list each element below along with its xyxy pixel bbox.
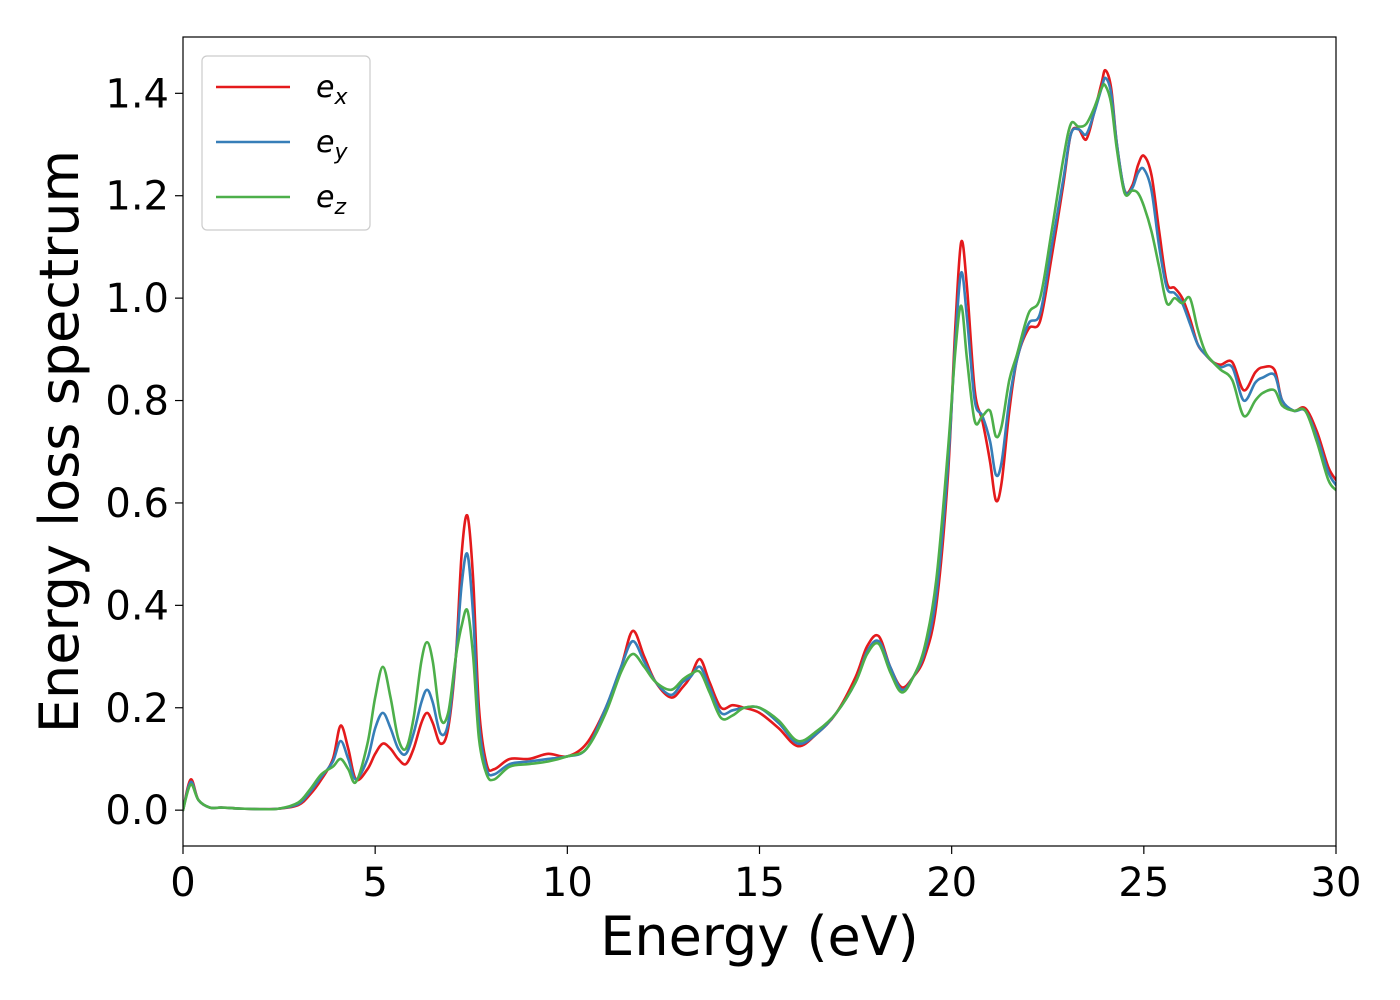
- x-axis-title: Energy (eV): [600, 905, 919, 968]
- legend-label-z: ez: [316, 180, 346, 220]
- x-tick-label: 30: [1311, 860, 1362, 906]
- series-layer: [183, 68, 1336, 812]
- y-tick-label: 1.2: [105, 174, 169, 220]
- y-tick-label: 0.0: [105, 788, 169, 834]
- y-tick-label: 1.0: [105, 276, 169, 322]
- x-tick-label: 25: [1118, 860, 1169, 906]
- y-tick-label: 0.6: [105, 481, 169, 527]
- y-tick-label: 0.2: [105, 686, 169, 732]
- x-tick-label: 0: [170, 860, 195, 906]
- y-tick-label: 0.4: [105, 583, 169, 629]
- x-tick-label: 20: [926, 860, 977, 906]
- y-axis-title: Energy loss spectrum: [28, 150, 91, 733]
- y-axis-ticks: 0.0 0.2 0.4 0.6 0.8 1.0 1.2 1.4: [105, 71, 183, 834]
- y-tick-label: 0.8: [105, 379, 169, 425]
- legend-label-x: ex: [316, 70, 348, 110]
- x-tick-label: 10: [542, 860, 593, 906]
- x-tick-label: 5: [362, 860, 387, 906]
- plot-area: [183, 37, 1336, 846]
- legend-label-y: ey: [316, 125, 348, 165]
- series-line-z: [183, 83, 1336, 812]
- y-tick-label: 1.4: [105, 71, 169, 117]
- x-axis-ticks: 0 5 10 15 20 25 30: [170, 846, 1361, 906]
- x-tick-label: 15: [734, 860, 785, 906]
- legend: ex ey ez: [201, 55, 371, 231]
